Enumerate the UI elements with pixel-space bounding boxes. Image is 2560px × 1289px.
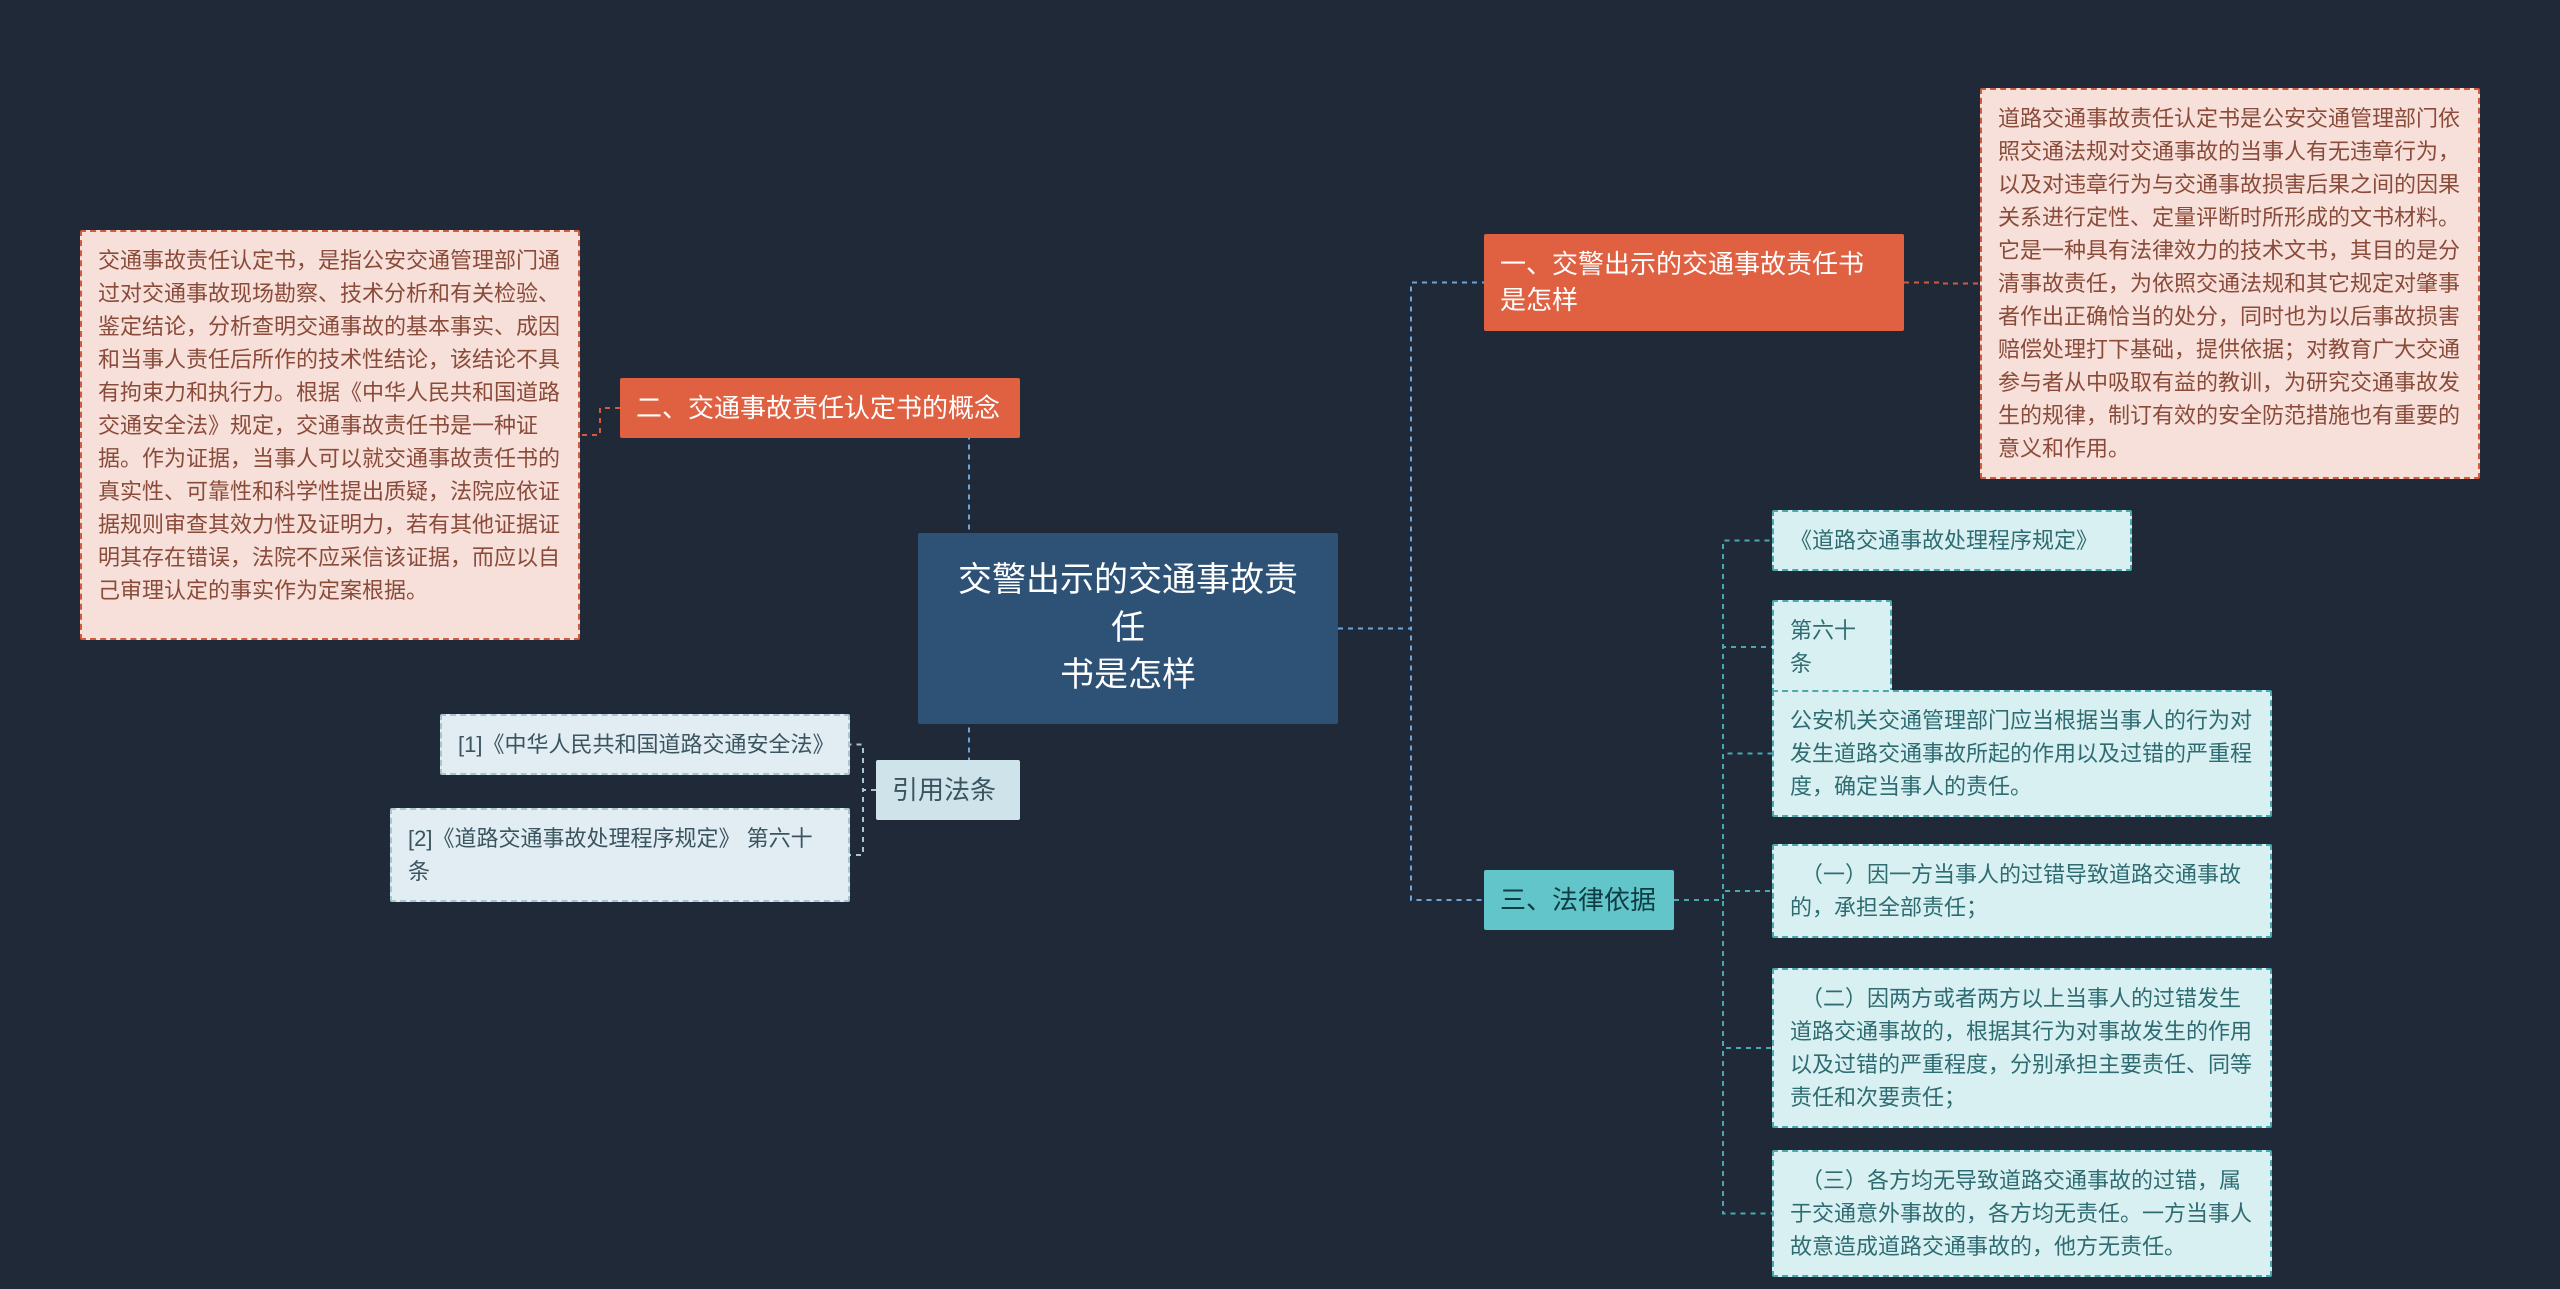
connector (850, 745, 876, 791)
branch-3-leaf-6: （三）各方均无导致道路交通事故的过错，属于交通意外事故的，各方均无责任。一方当事… (1772, 1150, 2272, 1277)
branch-1-detail: 道路交通事故责任认定书是公安交通管理部门依照交通法规对交通事故的当事人有无违章行… (1980, 88, 2480, 479)
connector (1338, 283, 1484, 629)
branch-4-leaf-2: [2]《道路交通事故处理程序规定》 第六十条 (390, 808, 850, 902)
branch-3-leaf-5: （二）因两方或者两方以上当事人的过错发生道路交通事故的，根据其行为对事故发生的作… (1772, 968, 2272, 1128)
branch-3-leaf-2: 第六十条 (1772, 600, 1892, 694)
connector (1674, 754, 1772, 901)
branch-4-leaf-1: [1]《中华人民共和国道路交通安全法》 (440, 714, 850, 775)
connector (1674, 900, 1772, 1214)
connector (1338, 629, 1484, 901)
branch-2-detail: 交通事故责任认定书，是指公安交通管理部门通过对交通事故现场勘察、技术分析和有关检… (80, 230, 580, 640)
connector (1674, 891, 1772, 900)
connector (580, 408, 620, 435)
branch-2[interactable]: 二、交通事故责任认定书的概念 (620, 378, 1020, 438)
connector (850, 790, 876, 855)
connector (1674, 647, 1772, 900)
branch-3[interactable]: 三、法律依据 (1484, 870, 1674, 930)
branch-3-leaf-3: 公安机关交通管理部门应当根据当事人的行为对发生道路交通事故所起的作用以及过错的严… (1772, 690, 2272, 817)
branch-3-leaf-1: 《道路交通事故处理程序规定》 (1772, 510, 2132, 571)
branch-3-leaf-4: （一）因一方当事人的过错导致道路交通事故的，承担全部责任； (1772, 844, 2272, 938)
connector (1904, 283, 1980, 284)
branch-4-citations[interactable]: 引用法条 (876, 760, 1020, 820)
root-node[interactable]: 交警出示的交通事故责任 书是怎样 (918, 533, 1338, 724)
branch-1[interactable]: 一、交警出示的交通事故责任书是怎样 (1484, 234, 1904, 331)
